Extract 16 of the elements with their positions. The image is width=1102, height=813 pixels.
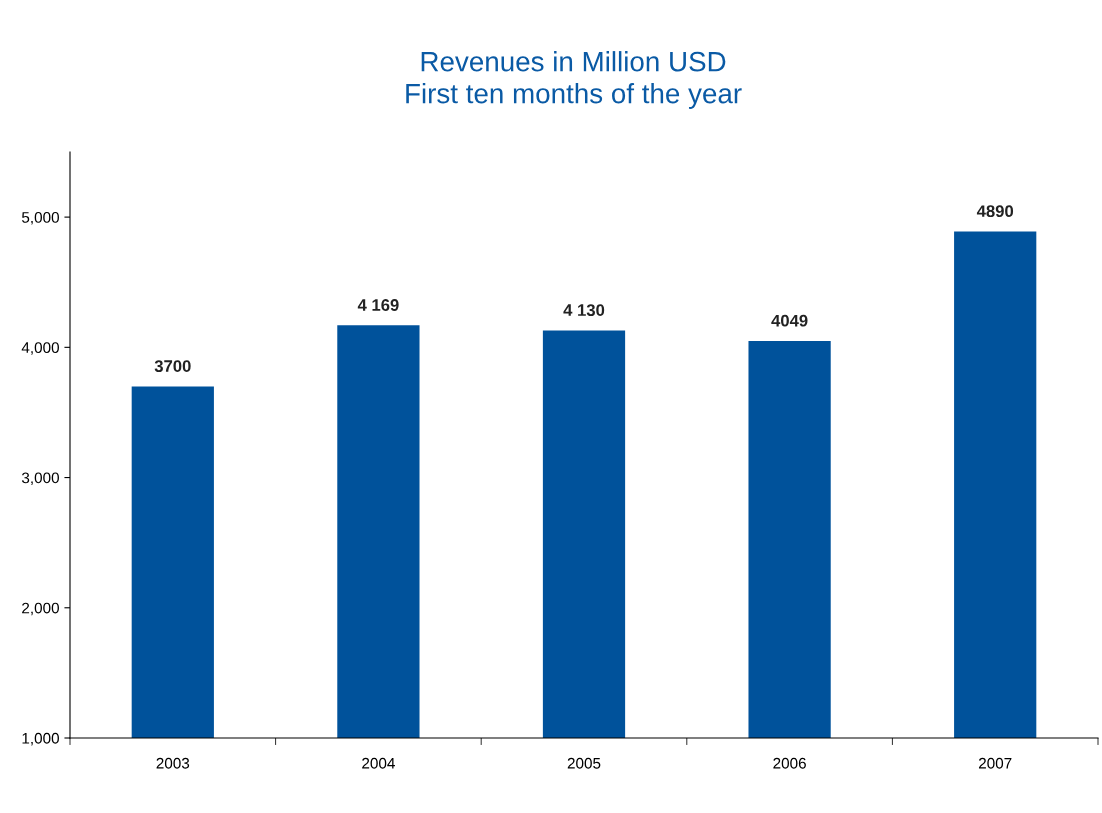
data-label: 3700 [154,360,191,373]
x-tick-label: 2005 [567,757,601,769]
chart-title: Revenues in Million USD First ten months of the year [406,51,742,109]
x-tick-label: 2004 [362,757,395,769]
y-tick-label: 1,000 [22,732,59,746]
data-label: 4890 [976,205,1014,218]
y-tick-label: 3,000 [21,472,59,486]
y-tick-label: 4,000 [21,342,59,355]
y-tick-label: 2,000 [22,602,59,616]
x-tick-label: 2006 [773,757,806,769]
x-tick-label: 2007 [978,757,1012,769]
data-label: 4049 [771,314,808,327]
y-tick-label: 5,000 [21,211,59,225]
data-label: 4 169 [357,299,399,311]
data-label: 4 130 [563,304,605,317]
x-tick-label: 2003 [156,757,190,769]
